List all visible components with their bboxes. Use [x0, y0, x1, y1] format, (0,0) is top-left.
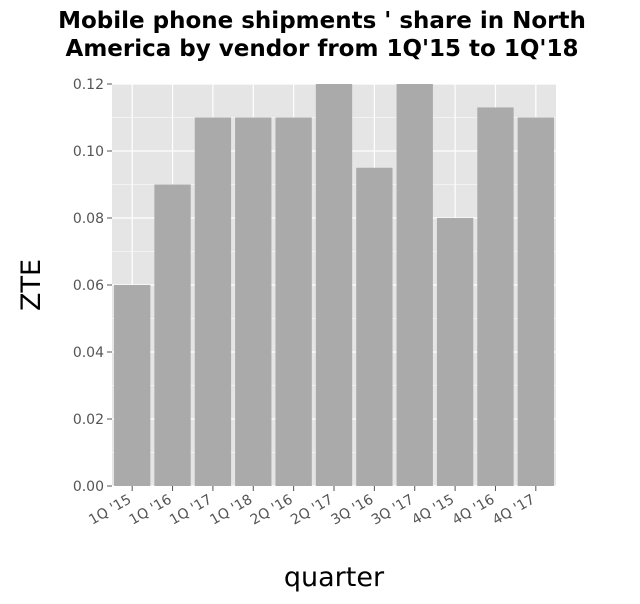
y-axis-title: ZTE	[16, 259, 47, 311]
bar	[396, 84, 433, 486]
x-tick-label: 2Q '17	[288, 492, 336, 529]
bar	[114, 285, 151, 486]
bar-group	[114, 84, 554, 486]
x-tick-label: 1Q '15	[86, 492, 134, 529]
y-tick-label: 0.04	[73, 345, 104, 361]
x-tick-label: 2Q '16	[248, 492, 296, 529]
chart-title-line-1: Mobile phone shipments ' share in North	[58, 8, 586, 34]
bar	[517, 117, 554, 486]
x-axis-title: quarter	[284, 562, 385, 593]
x-tick-label: 3Q '17	[369, 492, 417, 529]
y-axis: 0.00 0.02 0.04 0.06 0.08 0.10 0.12	[73, 77, 112, 495]
bar	[235, 117, 272, 486]
bar	[194, 117, 232, 486]
x-tick-label: 4Q '15	[409, 492, 457, 529]
chart-title-line-2: America by vendor from 1Q'15 to 1Q'18	[66, 36, 579, 62]
bar	[315, 84, 353, 486]
bar	[154, 184, 191, 486]
x-tick-label: 1Q '17	[167, 492, 215, 529]
bar	[275, 117, 312, 486]
bar	[436, 218, 474, 486]
bar	[477, 107, 514, 486]
y-tick-label: 0.00	[73, 479, 104, 495]
y-tick-label: 0.10	[73, 144, 104, 160]
x-tick-label: 1Q '16	[127, 492, 175, 529]
y-tick-label: 0.08	[73, 211, 104, 227]
bar	[356, 167, 393, 486]
y-tick-label: 0.12	[73, 77, 104, 93]
y-tick-label: 0.06	[73, 278, 104, 294]
x-tick-label: 4Q '17	[490, 492, 538, 529]
x-tick-label: 4Q '16	[450, 492, 498, 529]
x-tick-label: 1Q '18	[207, 492, 255, 529]
y-tick-label: 0.02	[73, 412, 104, 428]
x-tick-label: 3Q '16	[328, 492, 376, 529]
